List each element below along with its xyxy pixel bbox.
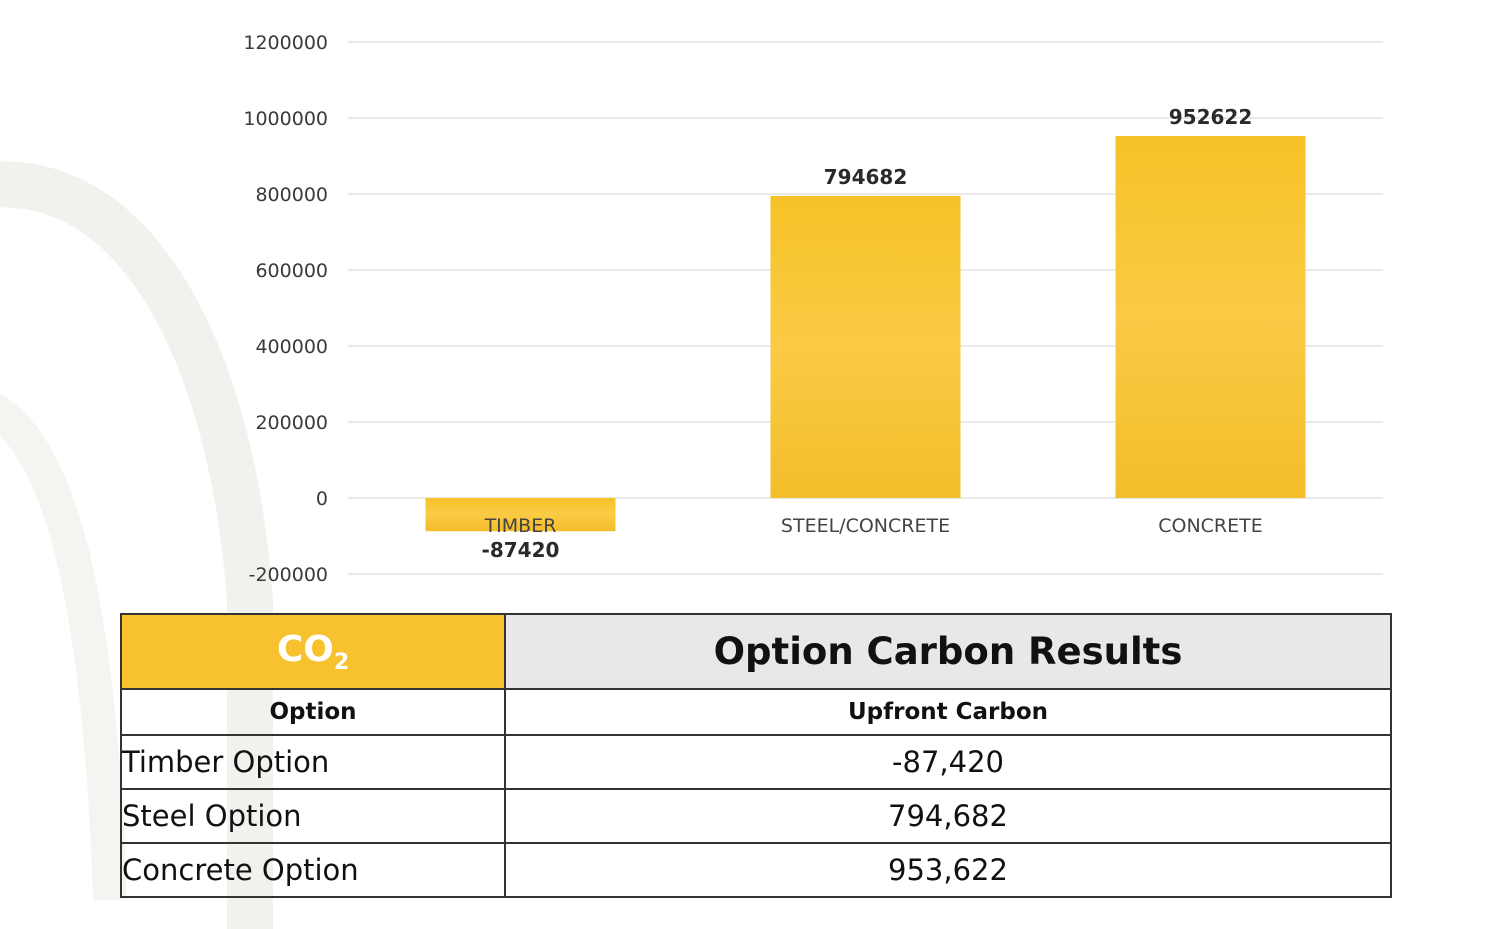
y-tick-label: -200000 bbox=[249, 564, 328, 586]
x-category-label: STEEL/CONCRETE bbox=[781, 515, 950, 537]
x-category-label: TIMBER bbox=[484, 515, 557, 537]
bar bbox=[1115, 136, 1306, 498]
data-label: 794682 bbox=[824, 165, 908, 189]
row-option-name: Timber Option bbox=[120, 734, 506, 790]
table-row: Steel Option 794,682 bbox=[120, 788, 1392, 844]
co2-subscript: 2 bbox=[333, 649, 350, 675]
bar bbox=[770, 196, 961, 498]
bar-chart: 1200000 1000000 800000 600000 400000 200000 0 -… bbox=[243, 32, 1383, 586]
table-row: Timber Option -87,420 bbox=[120, 734, 1392, 790]
co2-header-cell: CO2 bbox=[120, 613, 506, 690]
y-tick-label: 800000 bbox=[255, 184, 328, 206]
bar bbox=[425, 498, 616, 532]
data-label: -87420 bbox=[482, 538, 560, 562]
co2-label: CO bbox=[276, 628, 334, 670]
table-title: Option Carbon Results bbox=[504, 613, 1392, 690]
y-tick-label: 1200000 bbox=[243, 32, 328, 54]
y-tick-label: 1000000 bbox=[243, 108, 328, 130]
column-header-upfront-carbon: Upfront Carbon bbox=[504, 688, 1392, 736]
y-tick-label: 600000 bbox=[255, 260, 328, 282]
row-option-name: Concrete Option bbox=[120, 842, 506, 898]
row-upfront-value: 794,682 bbox=[504, 788, 1392, 844]
table-row: Concrete Option 953,622 bbox=[120, 842, 1392, 898]
row-upfront-value: -87,420 bbox=[504, 734, 1392, 790]
row-upfront-value: 953,622 bbox=[504, 842, 1392, 898]
y-tick-label: 200000 bbox=[255, 412, 328, 434]
row-option-name: Steel Option bbox=[120, 788, 506, 844]
carbon-results-table: CO2 Option Carbon Results Option Upfront… bbox=[120, 613, 1392, 898]
column-header-option: Option bbox=[120, 688, 506, 736]
y-tick-label: 0 bbox=[316, 488, 328, 510]
y-tick-label: 400000 bbox=[255, 336, 328, 358]
data-label: 952622 bbox=[1169, 105, 1253, 129]
x-category-label: CONCRETE bbox=[1158, 515, 1263, 537]
